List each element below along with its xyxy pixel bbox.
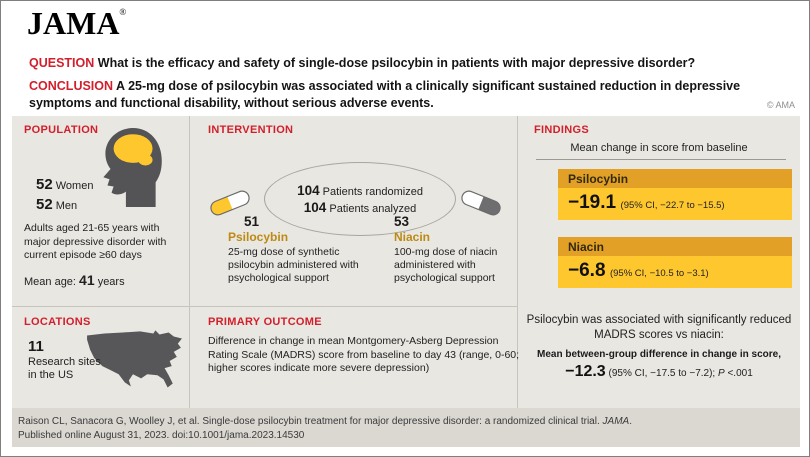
psilocybin-result-ci: (95% CI, −22.7 to −15.5) xyxy=(620,200,725,211)
citation-line-2: Published online August 31, 2023. doi:10… xyxy=(18,429,305,441)
citation-period: . xyxy=(629,416,632,427)
analyzed-label: Patients analyzed xyxy=(329,203,417,215)
niacin-result-box: Niacin −6.8 (95% CI, −10.5 to −3.1) xyxy=(558,237,792,288)
analyzed-line: 104 Patients analyzed xyxy=(304,200,416,215)
men-count: 52 xyxy=(36,196,53,213)
psilocybin-pill-icon xyxy=(210,190,250,216)
p-value: <.001 xyxy=(724,368,753,379)
randomized-line: 104 Patients randomized xyxy=(297,183,423,198)
us-map-icon xyxy=(87,330,182,388)
difference-label: Mean between-group difference in change … xyxy=(537,349,781,360)
section-divider xyxy=(12,306,189,307)
randomized-count: 104 xyxy=(297,183,320,198)
psilocybin-result-box: Psilocybin −19.1 (95% CI, −22.7 to −15.5… xyxy=(558,169,792,220)
question-line: QUESTION What is the efficacy and safety… xyxy=(29,56,791,70)
citation-text: Raison CL, Sanacora G, Woolley J, et al.… xyxy=(18,416,600,427)
conclusion-line: CONCLUSION A 25-mg dose of psilocybin wa… xyxy=(29,78,773,112)
men-count-line: 52 Men xyxy=(36,196,77,213)
main-panel: POPULATION 52 Women 52 Men Adults aged 2… xyxy=(12,116,800,408)
analyzed-count: 104 xyxy=(303,200,327,215)
psilocybin-result-value: −19.1 xyxy=(568,192,617,213)
findings-header: FINDINGS xyxy=(534,124,589,136)
niacin-result-title: Niacin xyxy=(558,237,792,256)
question-text: What is the efficacy and safety of singl… xyxy=(97,55,696,70)
registered-mark: ® xyxy=(119,7,127,17)
population-header: POPULATION xyxy=(24,124,99,136)
intervention-header: INTERVENTION xyxy=(208,124,294,136)
psilocybin-result-title: Psilocybin xyxy=(558,169,792,188)
head-brain-icon xyxy=(103,128,162,207)
difference-ci: (95% CI, −17.5 to −7.2); xyxy=(608,368,716,379)
mean-age-value: 41 xyxy=(79,272,95,288)
section-divider xyxy=(190,306,517,307)
difference-value: −12.3 xyxy=(565,363,606,380)
women-label: Women xyxy=(55,180,94,192)
p-label: P xyxy=(718,368,725,379)
question-label: QUESTION xyxy=(29,55,95,70)
psilocybin-arm-description: 25-mg dose of synthetic psilocybin admin… xyxy=(228,246,359,284)
conclusion-label: CONCLUSION xyxy=(29,78,114,93)
sites-count: 11 xyxy=(28,338,44,355)
citation-footer: Raison CL, Sanacora G, Woolley J, et al.… xyxy=(12,408,800,447)
locations-header: LOCATIONS xyxy=(24,316,91,328)
niacin-arm-description: 100-mg dose of niacin administered with … xyxy=(394,246,498,284)
jama-logo-text: JAMA xyxy=(27,5,120,41)
mean-age-line: Mean age: 41 years xyxy=(24,272,125,288)
population-description: Adults aged 21-65 years with major depre… xyxy=(24,222,167,261)
women-count: 52 xyxy=(36,176,53,193)
primary-outcome-header: PRIMARY OUTCOME xyxy=(208,316,322,328)
findings-summary: Psilocybin was associated with significa… xyxy=(526,314,792,341)
niacin-result-ci: (95% CI, −10.5 to −3.1) xyxy=(609,268,709,279)
randomization-ellipse: 104 Patients randomized 104 Patients ana… xyxy=(264,162,456,236)
citation-journal: JAMA xyxy=(602,416,630,427)
copyright-note: © AMA xyxy=(766,100,795,110)
difference-value-line: −12.3 (95% CI, −17.5 to −7.2); P <.001 xyxy=(518,363,800,381)
column-divider xyxy=(189,116,190,408)
jama-logo: JAMA® xyxy=(27,5,126,42)
niacin-result-value: −6.8 xyxy=(568,260,606,281)
column-divider xyxy=(517,116,518,408)
conclusion-text: A 25-mg dose of psilocybin was associate… xyxy=(29,78,741,110)
women-count-line: 52 Women xyxy=(36,176,93,193)
niacin-arm-count: 53 xyxy=(394,214,410,229)
niacin-arm-name: Niacin xyxy=(394,230,431,244)
men-label: Men xyxy=(55,200,78,212)
citation-line-1: Raison CL, Sanacora G, Woolley J, et al.… xyxy=(18,415,794,429)
findings-rule xyxy=(536,159,786,160)
niacin-result-body: −6.8 (95% CI, −10.5 to −3.1) xyxy=(558,256,792,288)
findings-subtitle: Mean change in score from baseline xyxy=(570,142,748,154)
niacin-pill-icon xyxy=(461,190,501,216)
randomized-label: Patients randomized xyxy=(322,186,423,198)
mean-age-unit: years xyxy=(97,276,125,288)
sites-label: Research sites in the US xyxy=(28,356,101,381)
psilocybin-arm-name: Psilocybin xyxy=(228,230,289,244)
primary-outcome-text: Difference in change in mean Montgomery-… xyxy=(208,335,520,374)
psilocybin-arm-count: 51 xyxy=(244,214,260,229)
psilocybin-result-body: −19.1 (95% CI, −22.7 to −15.5) xyxy=(558,188,792,220)
mean-age-label: Mean age: xyxy=(24,276,76,288)
